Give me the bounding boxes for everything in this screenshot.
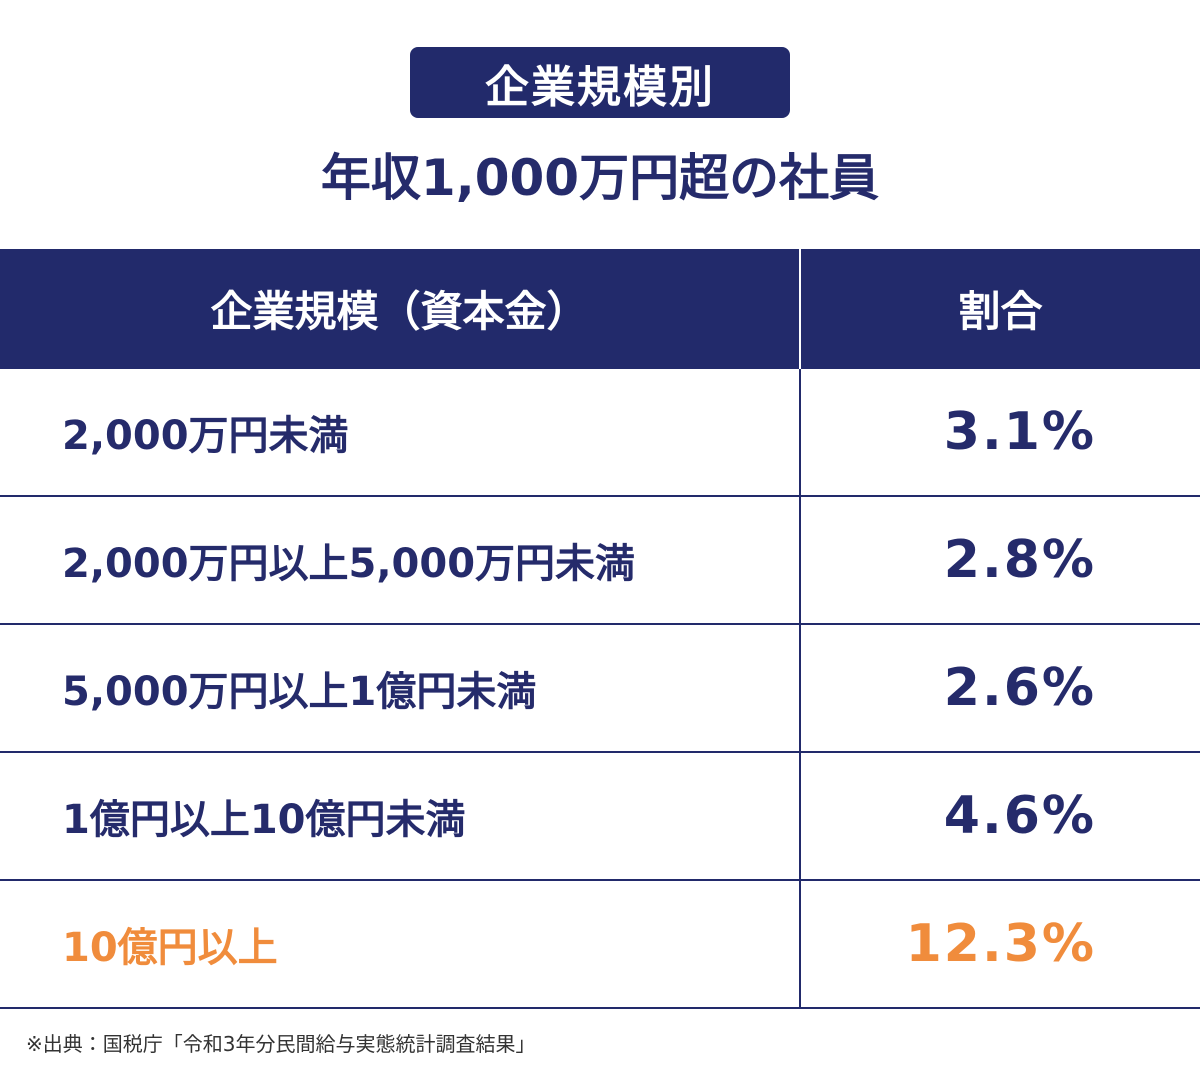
ratio-cell: 12.3%: [799, 879, 1200, 1009]
table-row: 10億円以上 12.3%: [0, 879, 1200, 1009]
size-cell: 2,000万円未満: [0, 367, 801, 497]
size-cell: 2,000万円以上5,000万円未満: [0, 495, 801, 625]
table-row: 1億円以上10億円未満 4.6%: [0, 751, 1200, 881]
column-header: 企業規模（資本金）: [0, 249, 800, 368]
source: ※出典：国税庁「令和3年分民間給与実態統計調査結果」: [26, 1032, 536, 1056]
table: 企業規模（資本金） 割合 2,000万円未満 3.1% 2,000万円以上5,000…: [0, 249, 1200, 1009]
table-body: 2,000万円未満 3.1% 2,000万円以上5,000万円未満 2.8% 5,000…: [0, 367, 1200, 1009]
header-row: 企業規模（資本金） 割合: [0, 249, 1200, 368]
title: 年収1,000万円超の社員: [320, 149, 880, 207]
ratio-cell: 2.6%: [799, 623, 1200, 753]
table-header: 企業規模（資本金） 割合: [0, 249, 1200, 368]
badge: 企業規模別: [410, 47, 790, 118]
table-row: 2,000万円未満 3.1%: [0, 367, 1200, 497]
size-cell: 5,000万円以上1億円未満: [0, 623, 801, 753]
table-row: 5,000万円以上1億円未満 2.6%: [0, 623, 1200, 753]
table-row: 2,000万円以上5,000万円未満 2.8%: [0, 495, 1200, 625]
ratio-cell: 3.1%: [799, 367, 1200, 497]
column-header: 割合: [799, 249, 1200, 368]
ratio-cell: 2.8%: [799, 495, 1200, 625]
size-cell: 10億円以上: [0, 879, 801, 1009]
ratio-cell: 4.6%: [799, 751, 1200, 881]
size-cell: 1億円以上10億円未満: [0, 751, 801, 881]
